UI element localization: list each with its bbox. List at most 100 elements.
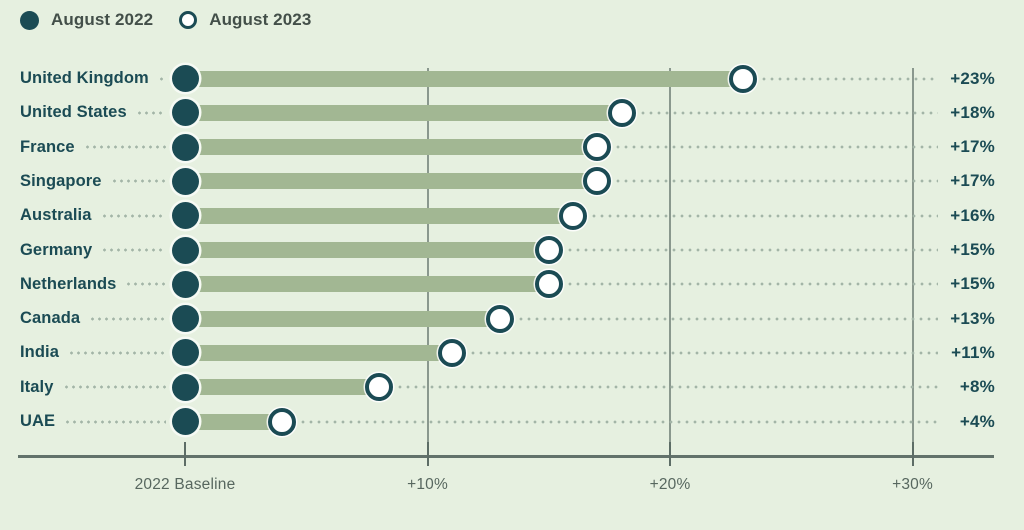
leader-dots-left (101, 248, 166, 253)
value-label: +13% (950, 308, 995, 328)
chart-legend: August 2022 August 2023 (20, 10, 311, 30)
value-label: +23% (950, 68, 995, 88)
leader-dots-left (83, 145, 166, 150)
row-left-group: Italy (0, 370, 172, 404)
marker-august-2023 (486, 304, 515, 333)
country-label: France (20, 137, 75, 156)
leader-dots-right (590, 213, 938, 218)
marker-august-2022 (171, 408, 199, 436)
leader-dots-right (299, 419, 938, 424)
leader-dots-right (517, 316, 938, 321)
value-bar (185, 173, 598, 190)
value-label: +15% (950, 240, 995, 260)
marker-august-2023 (559, 201, 587, 230)
leader-dots-left (135, 110, 166, 115)
leader-dots-left (100, 213, 166, 218)
country-label: India (20, 343, 60, 362)
country-label: United Kingdom (20, 69, 149, 88)
x-axis-line (18, 455, 994, 458)
value-bar (185, 310, 501, 327)
marker-august-2023 (534, 270, 563, 299)
leader-dots-right (614, 145, 938, 150)
legend-item-august-2023: August 2023 (179, 10, 311, 30)
marker-august-2022 (171, 167, 199, 195)
value-label: +15% (950, 274, 995, 294)
axis-tick (911, 442, 914, 466)
value-label: +4% (959, 411, 995, 431)
chart-row: Australia +16% (0, 199, 1024, 233)
marker-august-2023 (607, 98, 636, 127)
leader-dots-left (64, 419, 166, 424)
chart-row: United Kingdom +23% (0, 61, 1024, 95)
country-label: Australia (20, 206, 92, 225)
leader-dots-right (759, 76, 938, 81)
axis-tick (669, 442, 671, 466)
gridline (669, 68, 671, 466)
marker-august-2022 (171, 236, 199, 264)
marker-august-2023 (365, 373, 393, 402)
country-label: Italy (20, 377, 54, 396)
marker-august-2022 (171, 99, 199, 127)
legend-label: August 2022 (51, 10, 154, 29)
row-left-group: Australia (0, 199, 172, 233)
chart-row: Italy +8% (0, 370, 1024, 404)
gridline (426, 68, 429, 466)
marker-august-2022 (171, 373, 199, 401)
open-circle-icon (179, 11, 198, 29)
country-label: Singapore (20, 171, 102, 190)
chart-row: United States +18% (0, 96, 1024, 130)
value-bar (185, 242, 549, 259)
marker-august-2022 (171, 133, 199, 161)
axis-tick-label: +30% (892, 476, 933, 493)
chart-row: Germany +15% (0, 233, 1024, 267)
row-left-group: United States (0, 96, 172, 130)
marker-august-2022 (171, 339, 199, 367)
country-label: Netherlands (20, 274, 117, 293)
country-label: Germany (20, 240, 93, 259)
value-label: +18% (950, 102, 995, 122)
row-left-group: UAE (0, 404, 172, 438)
marker-august-2022 (171, 270, 199, 298)
leader-dots-left (62, 385, 166, 390)
chart-row: UAE +4% (0, 404, 1024, 438)
gridline (911, 68, 914, 466)
leader-dots-left (110, 179, 166, 184)
value-bar (185, 276, 549, 293)
row-left-group: Netherlands (0, 267, 172, 301)
marker-august-2023 (583, 133, 612, 162)
chart-row: Canada +13% (0, 302, 1024, 336)
marker-august-2023 (728, 64, 757, 93)
chart-row: India +11% (0, 336, 1024, 370)
leader-dots-right (396, 385, 938, 390)
value-label: +16% (950, 205, 995, 225)
leader-dots-right (565, 248, 938, 253)
chart-row: Netherlands +15% (0, 267, 1024, 301)
legend-label: August 2023 (209, 10, 312, 29)
value-bar (185, 70, 743, 87)
chart-row: France +17% (0, 130, 1024, 164)
axis-tick-label: 2022 Baseline (134, 476, 236, 493)
value-bar (185, 344, 452, 361)
value-label: +17% (950, 171, 995, 191)
row-left-group: France (0, 130, 172, 164)
marker-august-2023 (437, 338, 466, 367)
leader-dots-left (157, 76, 166, 81)
axis-tick-label: +20% (649, 476, 691, 493)
value-label: +17% (950, 137, 995, 157)
axis-tick-label: +10% (407, 476, 448, 493)
marker-august-2023 (583, 167, 612, 196)
value-bar (185, 413, 282, 430)
value-bar (185, 139, 598, 156)
marker-august-2022 (171, 65, 199, 93)
value-bar (185, 104, 622, 121)
marker-august-2023 (534, 236, 563, 265)
filled-circle-icon (20, 10, 39, 30)
value-bar (185, 379, 379, 396)
marker-august-2023 (268, 407, 296, 436)
leader-dots-right (565, 282, 938, 287)
value-bar (185, 207, 573, 224)
row-left-group: Germany (0, 233, 172, 267)
country-label: Canada (20, 309, 81, 328)
row-left-group: Canada (0, 302, 172, 336)
